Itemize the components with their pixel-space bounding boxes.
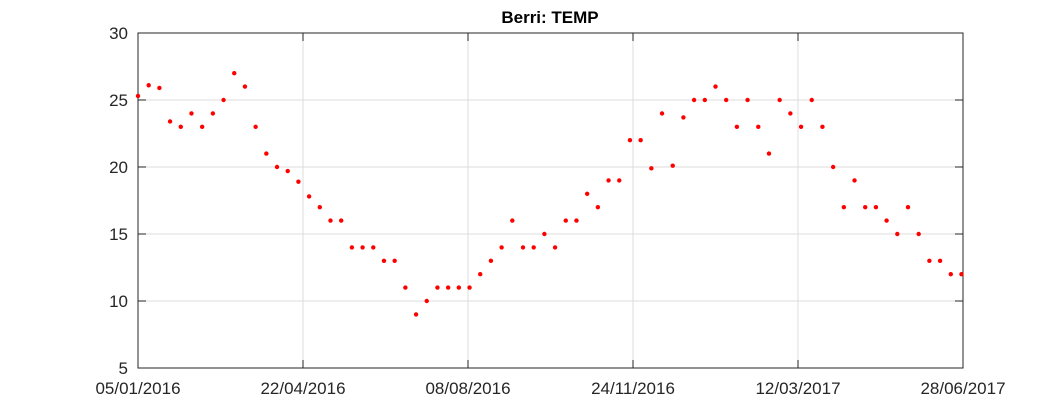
data-points <box>135 71 964 317</box>
data-point <box>178 124 183 129</box>
data-point <box>488 258 494 263</box>
data-point <box>317 205 323 210</box>
horizontal-gridlines <box>138 99 963 302</box>
data-point <box>531 245 536 250</box>
data-point <box>542 231 547 237</box>
data-point <box>563 218 568 223</box>
data-point <box>884 218 889 223</box>
data-point <box>852 178 857 183</box>
data-point <box>713 84 718 89</box>
vertical-gridlines <box>302 33 799 368</box>
y-tick-label: 5 <box>119 359 128 378</box>
x-tick-label: 28/06/2017 <box>920 379 1005 398</box>
data-point <box>264 151 269 156</box>
data-point <box>905 205 911 210</box>
data-point <box>584 191 590 196</box>
data-point <box>638 138 643 143</box>
data-point <box>381 258 387 263</box>
data-point <box>232 71 237 76</box>
data-point <box>681 115 686 120</box>
data-point <box>338 218 344 223</box>
data-point <box>916 231 921 237</box>
data-point <box>948 272 953 277</box>
data-point <box>617 178 622 183</box>
data-point <box>927 258 932 263</box>
data-point <box>349 245 355 250</box>
data-point <box>702 97 708 103</box>
data-point <box>210 111 216 116</box>
y-tick-label: 20 <box>109 158 128 177</box>
data-point <box>777 97 782 103</box>
y-axis-ticks: 5 10 15 20 25 30 <box>109 24 963 378</box>
data-point <box>435 285 440 290</box>
data-point <box>574 218 579 223</box>
data-point <box>499 245 504 250</box>
data-point <box>959 272 964 277</box>
data-point <box>157 85 162 91</box>
data-point <box>520 245 526 250</box>
x-tick-label: 08/08/2016 <box>425 379 510 398</box>
data-point <box>830 164 836 170</box>
y-tick-label: 25 <box>109 91 128 110</box>
data-point <box>863 205 868 210</box>
data-point <box>456 285 462 290</box>
data-point <box>146 83 151 88</box>
y-tick-label: 10 <box>109 292 128 311</box>
data-point <box>659 111 665 116</box>
data-point <box>371 245 376 250</box>
data-point <box>274 164 280 170</box>
data-point <box>199 124 205 129</box>
data-point <box>403 285 408 290</box>
y-tick-label: 15 <box>109 225 128 244</box>
data-point <box>595 205 601 210</box>
data-point <box>189 111 194 116</box>
x-axis-ticks: 05/01/2016 22/04/2016 08/08/2016 24/11/2016… <box>95 33 1006 398</box>
data-point <box>841 205 847 210</box>
data-point <box>413 312 419 317</box>
data-point <box>221 97 226 103</box>
data-point <box>691 97 697 103</box>
x-tick-label: 24/11/2016 <box>591 379 675 398</box>
data-point <box>424 298 429 304</box>
data-point <box>670 163 675 168</box>
data-point <box>306 194 312 199</box>
y-tick-label: 30 <box>109 24 128 43</box>
data-point <box>392 258 397 263</box>
data-point <box>766 151 772 156</box>
data-point <box>788 111 793 116</box>
data-point <box>478 272 483 277</box>
data-point <box>242 84 248 89</box>
data-point <box>723 97 729 103</box>
data-point <box>627 138 633 143</box>
data-point <box>895 231 900 237</box>
x-tick-label: 22/04/2016 <box>260 379 345 398</box>
data-point <box>820 124 825 129</box>
data-point <box>552 245 558 250</box>
data-point <box>937 258 943 263</box>
data-point <box>253 124 258 129</box>
data-point <box>296 179 301 184</box>
data-point <box>467 285 472 290</box>
data-point <box>809 97 814 103</box>
chart-title: Berri: TEMP <box>501 8 598 27</box>
data-point <box>606 178 611 183</box>
data-point <box>649 166 654 171</box>
data-point <box>360 245 365 250</box>
data-point <box>873 205 879 210</box>
data-point <box>135 93 141 99</box>
data-point <box>510 218 515 223</box>
data-point <box>745 97 750 103</box>
x-tick-label: 05/01/2016 <box>95 379 180 398</box>
data-point <box>167 119 173 124</box>
data-point <box>798 124 804 129</box>
data-point <box>285 168 290 174</box>
data-point <box>328 218 333 223</box>
data-point <box>445 285 451 290</box>
plot-area-frame <box>137 32 964 369</box>
x-tick-label: 12/03/2017 <box>755 379 840 398</box>
data-point <box>756 124 761 129</box>
data-point <box>734 124 740 129</box>
